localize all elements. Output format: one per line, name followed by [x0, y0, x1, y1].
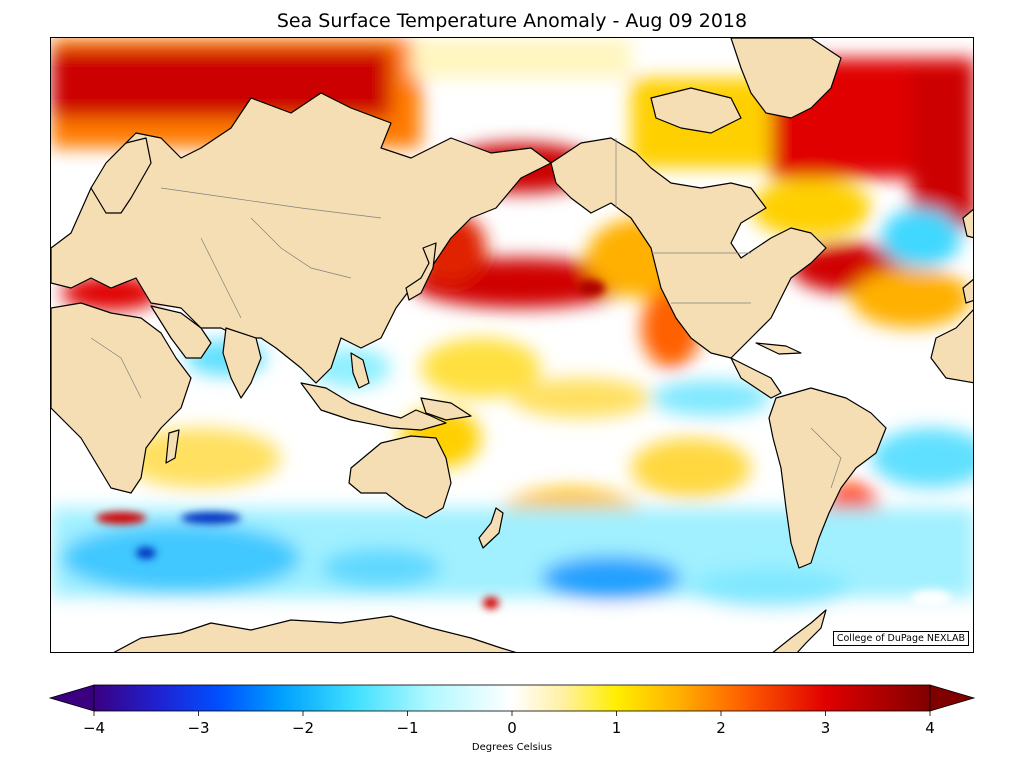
colorbar-max-arrow — [929, 684, 976, 712]
uk-landmass — [962, 208, 973, 239]
map-canvas — [51, 38, 973, 652]
colorbar-tick-label: 0 — [507, 719, 517, 737]
iberia-landmass — [962, 278, 973, 304]
north-america-landmass — [550, 137, 827, 359]
africa-landmass — [51, 302, 192, 494]
colorbar — [48, 684, 976, 716]
colorbar-tick-label: −1 — [396, 719, 419, 737]
japan-landmass — [405, 242, 437, 301]
colorbar-tick-label: 2 — [716, 719, 726, 737]
new-zealand-landmass — [478, 507, 504, 549]
eurasia-landmass — [51, 92, 552, 384]
arctic-islands-landmass — [650, 87, 742, 134]
scandinavia-landmass — [90, 137, 152, 214]
map-title: Sea Surface Temperature Anomaly - Aug 09… — [276, 10, 748, 32]
south-america-landmass — [768, 387, 887, 569]
indonesia-landmass — [300, 382, 447, 431]
colorbar-label: Degrees Celsius — [471, 742, 553, 753]
arabia-landmass — [150, 305, 212, 359]
credit-label: College of DuPage NEXLAB — [832, 631, 969, 646]
philippines-landmass — [350, 352, 370, 389]
colorbar-tick-label: −3 — [187, 719, 210, 737]
greenland-landmass — [730, 38, 842, 119]
land-masses — [51, 38, 973, 652]
madagascar-landmass — [165, 429, 180, 464]
country-borders — [90, 138, 842, 489]
central-america-landmass — [730, 357, 782, 399]
sst-anomaly-map: College of DuPage NEXLAB — [50, 37, 974, 653]
papua-landmass — [420, 397, 472, 421]
antarctic-peninsula-landmass — [772, 609, 827, 652]
colorbar-min-arrow — [48, 684, 95, 712]
antarctica-landmass — [113, 615, 517, 652]
colorbar-tick-label: −2 — [291, 719, 315, 737]
colorbar-gradient — [93, 684, 931, 712]
colorbar-tick-label: 3 — [820, 719, 831, 737]
colorbar-ticks — [93, 711, 931, 716]
west-africa-landmass — [930, 309, 973, 384]
india-landmass — [222, 327, 262, 399]
caribbean-landmass — [755, 342, 802, 355]
australia-landmass — [348, 435, 452, 519]
colorbar-tick-label: −4 — [82, 719, 106, 737]
colorbar-tick-label: 4 — [925, 719, 935, 737]
colorbar-tick-label: 1 — [611, 719, 622, 737]
